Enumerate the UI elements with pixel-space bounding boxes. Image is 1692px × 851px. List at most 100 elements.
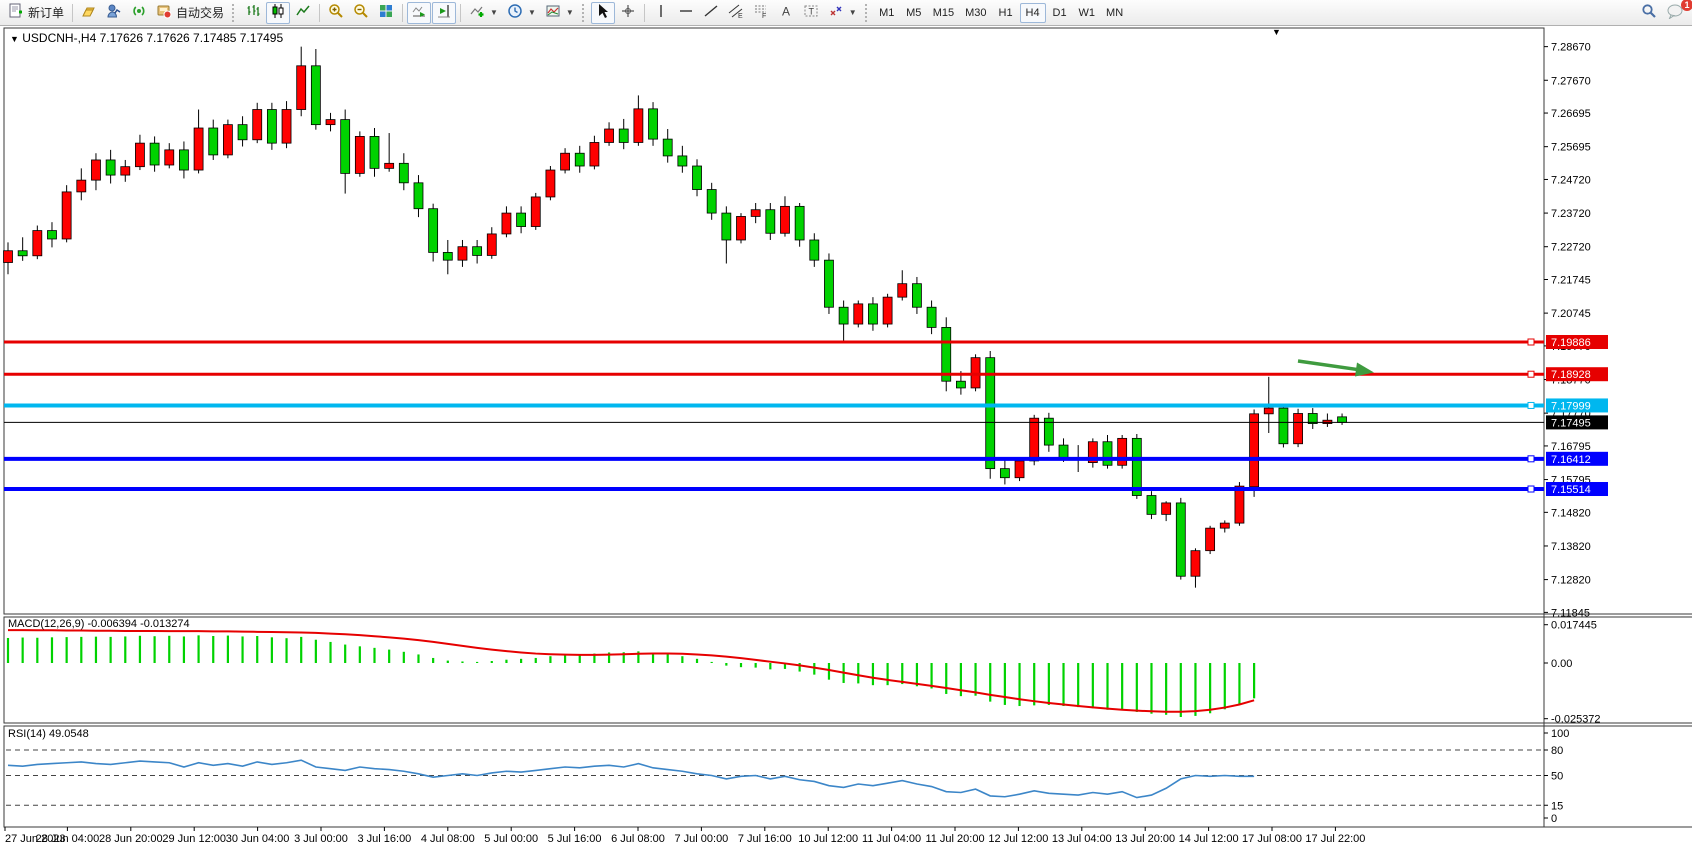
candle-down: [794, 205, 805, 241]
svg-text:7.12820: 7.12820: [1551, 575, 1591, 587]
horizontal-line-button[interactable]: [674, 2, 698, 24]
equidistant-channel-button[interactable]: E: [724, 2, 748, 24]
main-toolbar: 新订单 自动交易 ▼ ▼: [0, 0, 1692, 26]
timeframe-m30[interactable]: M30: [965, 6, 987, 19]
trendline-button[interactable]: [699, 2, 723, 24]
zoom-in-button[interactable]: [324, 2, 348, 24]
svg-text:28 Jun 20:00: 28 Jun 20:00: [99, 833, 163, 845]
svg-text:29 Jun 12:00: 29 Jun 12:00: [162, 833, 226, 845]
timeframe-d1[interactable]: D1: [1052, 6, 1067, 19]
candle-up: [354, 136, 365, 174]
text-icon: A: [778, 3, 794, 22]
zoom-out-button[interactable]: [349, 2, 373, 24]
candle-down: [237, 124, 248, 141]
svg-text:0.00: 0.00: [1551, 658, 1572, 670]
candle-down: [1307, 413, 1318, 424]
notifications-button[interactable]: 1: [1662, 0, 1692, 24]
timeframe-h1[interactable]: H1: [998, 6, 1013, 19]
fibonacci-button[interactable]: F: [749, 2, 773, 24]
svg-text:7.19886: 7.19886: [1551, 337, 1591, 349]
candle-up: [384, 162, 395, 169]
zoom-in-icon: [328, 3, 344, 22]
candle-up: [780, 205, 790, 234]
signals-button[interactable]: [127, 2, 151, 24]
timeframe-w1[interactable]: W1: [1078, 6, 1096, 19]
new-order-label: 新订单: [28, 6, 65, 20]
vertical-line-button[interactable]: [649, 2, 673, 24]
crosshair-button[interactable]: [616, 2, 640, 24]
candle-down: [428, 208, 439, 253]
candle-down: [1058, 444, 1069, 458]
hline-handle[interactable]: [1527, 455, 1535, 463]
indicators-button[interactable]: ▼: [465, 2, 502, 24]
svg-text:0.017445: 0.017445: [1551, 620, 1597, 632]
candle-down: [369, 136, 380, 169]
svg-text:7.17999: 7.17999: [1551, 400, 1591, 412]
new-order-button[interactable]: 新订单: [4, 2, 68, 24]
timeframe-mn[interactable]: MN: [1106, 6, 1124, 19]
svg-text:7.16795: 7.16795: [1551, 441, 1591, 453]
candle-down: [1043, 417, 1054, 446]
candle-up: [1263, 407, 1274, 415]
cursor-button[interactable]: [590, 1, 615, 24]
candle-up: [222, 124, 233, 156]
chart-menu-arrow-icon[interactable]: ▼: [1272, 27, 1281, 37]
toolbar-separator: [460, 3, 462, 22]
timeframe-m15[interactable]: M15: [932, 6, 955, 19]
svg-text:7 Jul 16:00: 7 Jul 16:00: [738, 833, 792, 845]
candle-down: [47, 230, 57, 240]
candle-down: [472, 246, 483, 256]
chart-shift-button[interactable]: [432, 1, 457, 24]
candle-up: [530, 196, 541, 227]
search-button[interactable]: [1637, 2, 1661, 24]
channel-icon: E: [728, 3, 744, 22]
price-badge: [1546, 367, 1608, 382]
timeframe-m1[interactable]: M1: [879, 6, 895, 19]
timeframe-h4[interactable]: H4: [1019, 2, 1046, 23]
arrows-button[interactable]: ▼: [824, 2, 861, 24]
chart-collapse-icon[interactable]: ▼: [10, 34, 19, 44]
autotrading-button[interactable]: 自动交易: [152, 2, 228, 24]
gold-ingot-button[interactable]: [77, 2, 101, 24]
line-chart-button[interactable]: [291, 2, 315, 24]
candle-up: [853, 303, 864, 325]
svg-text:A: A: [782, 5, 790, 19]
template-chart-icon: [545, 3, 561, 22]
text-button[interactable]: A: [774, 2, 798, 24]
periods-button[interactable]: ▼: [503, 2, 540, 24]
templates-button[interactable]: ▼: [541, 2, 578, 24]
trend-arrow[interactable]: [1297, 359, 1374, 377]
candle-down: [985, 357, 996, 470]
notification-count-badge: 1: [1681, 0, 1692, 11]
candle-down: [1175, 502, 1186, 577]
toolbar-drag-handle[interactable]: [864, 3, 870, 22]
svg-text:14 Jul 12:00: 14 Jul 12:00: [1179, 833, 1239, 845]
text-label-button[interactable]: T: [799, 2, 823, 24]
candle-down: [149, 142, 160, 166]
tile-windows-icon: [378, 3, 394, 22]
hline-handle[interactable]: [1527, 401, 1535, 409]
toolbar-drag-handle[interactable]: [232, 3, 237, 22]
candle-down: [692, 165, 702, 190]
svg-text:0: 0: [1551, 813, 1557, 825]
candle-down: [721, 212, 732, 241]
hline-handle[interactable]: [1527, 338, 1535, 346]
hline-handle[interactable]: [1527, 370, 1535, 378]
candle-down: [1337, 416, 1347, 423]
candlestick-chart-button[interactable]: [266, 1, 291, 24]
sonar-icon: [131, 3, 147, 22]
candle-up: [325, 119, 336, 126]
horizontal-lines[interactable]: 7.19886 7.18928 7.17999 7.16412 7.15514: [4, 335, 1608, 497]
timeframe-m5[interactable]: M5: [906, 6, 922, 19]
trader-profile-button[interactable]: [102, 2, 126, 24]
bar-chart-button[interactable]: [241, 2, 265, 24]
search-icon: [1641, 3, 1657, 22]
toolbar-drag-handle[interactable]: [581, 3, 587, 22]
candle-down: [516, 212, 526, 227]
svg-text:7.24720: 7.24720: [1551, 174, 1591, 186]
tile-windows-button[interactable]: [374, 2, 398, 24]
hline-handle[interactable]: [1527, 485, 1535, 493]
auto-scroll-button[interactable]: [407, 1, 432, 24]
candle-down: [340, 119, 351, 174]
